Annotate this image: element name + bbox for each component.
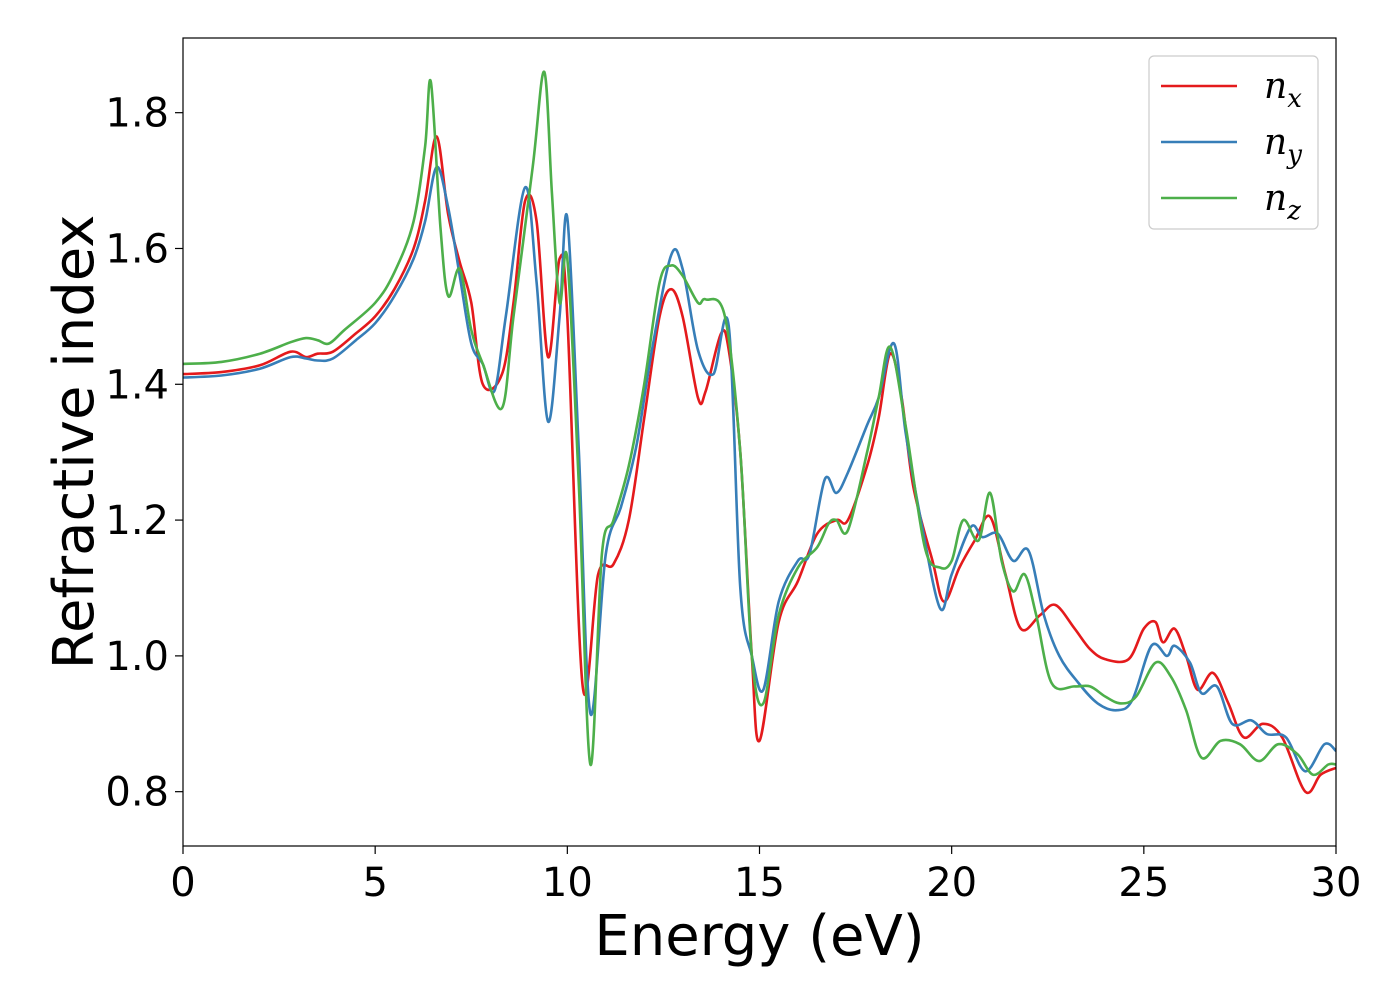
series-line-n-x xyxy=(183,135,1336,795)
y-tick-label: 1.8 xyxy=(105,91,169,137)
x-tick-label: 5 xyxy=(362,860,387,906)
x-axis-label: Energy (eV) xyxy=(594,904,924,969)
x-tick-label: 30 xyxy=(1311,860,1362,906)
y-axis-label: Refractive index xyxy=(42,215,107,670)
x-tick-label: 25 xyxy=(1118,860,1169,906)
series-line-n-y xyxy=(183,165,1336,773)
x-tick-label: 20 xyxy=(926,860,977,906)
legend-label-n-x: nx xyxy=(1264,66,1302,114)
y-tick-label: 0.8 xyxy=(105,770,169,816)
x-tick-label: 15 xyxy=(734,860,785,906)
x-tick-label: 10 xyxy=(542,860,593,906)
y-tick-label: 1.4 xyxy=(105,362,169,408)
x-tick-label: 0 xyxy=(170,860,195,906)
series-line-n-z xyxy=(183,70,1336,777)
ticks-layer: 0 5 10 15 20 25 30 0.8 1.0 1.2 1.4 1.6 1.8 xyxy=(105,91,1361,906)
y-tick-label: 1.2 xyxy=(105,498,169,544)
series-layer xyxy=(183,70,1336,795)
y-tick-label: 1.6 xyxy=(105,226,169,272)
y-tick-label: 1.0 xyxy=(105,634,169,680)
